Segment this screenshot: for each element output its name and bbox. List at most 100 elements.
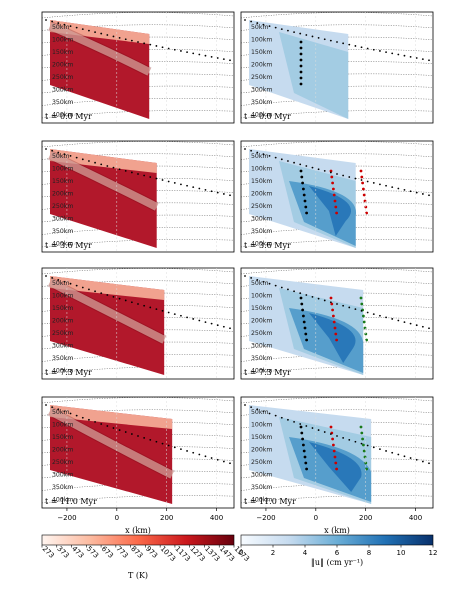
depth-label: 150km [52,305,73,312]
tracer-marker [299,46,303,50]
slab-surface-marker [51,406,54,409]
colorbar-label: T (K) [128,571,148,580]
depth-label: 100km [52,422,73,429]
x-axis-label: x (km) [125,526,151,535]
slab-surface-marker [204,188,207,191]
slab-surface-marker [229,462,231,465]
slab-surface-marker [268,412,271,415]
slab-surface-marker [186,184,188,187]
slab-surface-marker [186,51,188,54]
slab-surface-marker [280,158,283,161]
slab-surface-marker [342,42,345,45]
slab-surface-marker [274,26,277,29]
slab-surface-marker [409,457,412,459]
depth-label: 150km [251,49,272,56]
slab-surface-marker [94,31,96,34]
depth-gridline [241,495,433,504]
slab-surface-marker [280,28,283,31]
slab-surface-marker [287,29,289,32]
tracer-marker [301,437,304,441]
cold-lithosphere [50,405,173,429]
slab-surface-marker [137,173,139,175]
slab-surface-marker [112,295,115,298]
depth-label: 200km [52,318,73,325]
slab-surface-marker [137,41,139,43]
depth-gridline [241,110,433,119]
tracer-marker [302,193,306,197]
slab-surface-marker [130,171,133,174]
depth-label: 100km [251,166,272,173]
slab-surface-marker [403,455,406,458]
depth-label: 100km [251,293,272,300]
depth-label: 300km [52,87,73,94]
slab-surface-marker [391,318,394,320]
tracer-marker [299,76,303,80]
tracer-marker [331,181,334,185]
tracer-marker [299,70,303,74]
time-label: t = 11.0 Myr [45,497,97,506]
slab-surface-marker [63,153,66,156]
tracer-marker [303,199,307,203]
depth-label: 50km [52,153,69,160]
slab-surface-marker [323,299,326,302]
slab-surface-marker [100,32,103,35]
slab-surface-marker [216,57,219,59]
depth-gridline [42,214,234,223]
slab-surface-marker [75,156,78,159]
slab-surface-marker [216,458,219,461]
slab-surface-marker [256,278,259,281]
slab-surface-marker [421,193,424,195]
colorbar-tick-label: 10 [397,549,406,557]
time-label: t = 0.0 Myr [45,112,92,121]
slab-surface-marker [391,52,394,55]
slab-surface-marker [167,47,170,50]
slab-halo [47,277,167,345]
tracer-marker [305,467,308,471]
panel-temperature-2: 50km 100km 150km 200km 250km 300km 350km 400kmt… [41,267,235,380]
x-axis-label: x (km) [324,526,350,535]
depth-gridline [241,239,433,248]
colorbar-velocity [240,534,434,546]
slab-surface-marker [167,444,170,447]
slab-surface-marker [305,34,308,36]
depth-label: 250km [52,330,73,337]
colorbar-tick-label: 1073 [159,545,177,563]
tracer-marker [299,82,303,86]
slab-surface-marker [51,149,54,152]
slab-surface-marker [100,423,103,425]
depth-label: 150km [52,178,73,185]
tracer-marker [332,320,336,324]
slab-surface-marker [262,280,265,283]
slab-surface-marker [69,155,72,157]
tracer-marker [362,320,366,324]
slab-surface-marker [112,35,115,38]
depth-label: 250km [251,330,272,337]
cold-slab [48,407,174,479]
slab-surface-marker [329,171,332,174]
slab-surface-marker [100,292,103,295]
slab-surface-marker [222,325,225,328]
depth-label: 350km [251,355,272,362]
velocity-region [279,32,349,119]
depth-label: 50km [52,24,69,31]
depth-label: 350km [251,484,272,491]
depth-label: 50km [52,280,69,287]
depth-label: 250km [251,74,272,81]
depth-label: 50km [251,153,268,160]
slab-surface-marker [391,186,394,189]
depth-gridline [42,366,234,375]
slab-surface-marker [397,453,400,456]
slab-halo [48,21,152,77]
slab-surface-marker [118,297,121,300]
tracer-marker [331,437,334,441]
slab-surface-marker [106,425,109,427]
slab-surface-marker [403,188,406,191]
slab-surface-marker [342,304,345,307]
colorbar-tick-label: 273 [41,545,56,560]
slab-surface-marker [428,194,430,197]
slab-surface-marker [366,47,369,50]
slab-surface-marker [329,39,332,42]
velocity-region-fastest [309,186,352,236]
cold-lithosphere [50,149,157,173]
tracer-marker [332,443,335,447]
